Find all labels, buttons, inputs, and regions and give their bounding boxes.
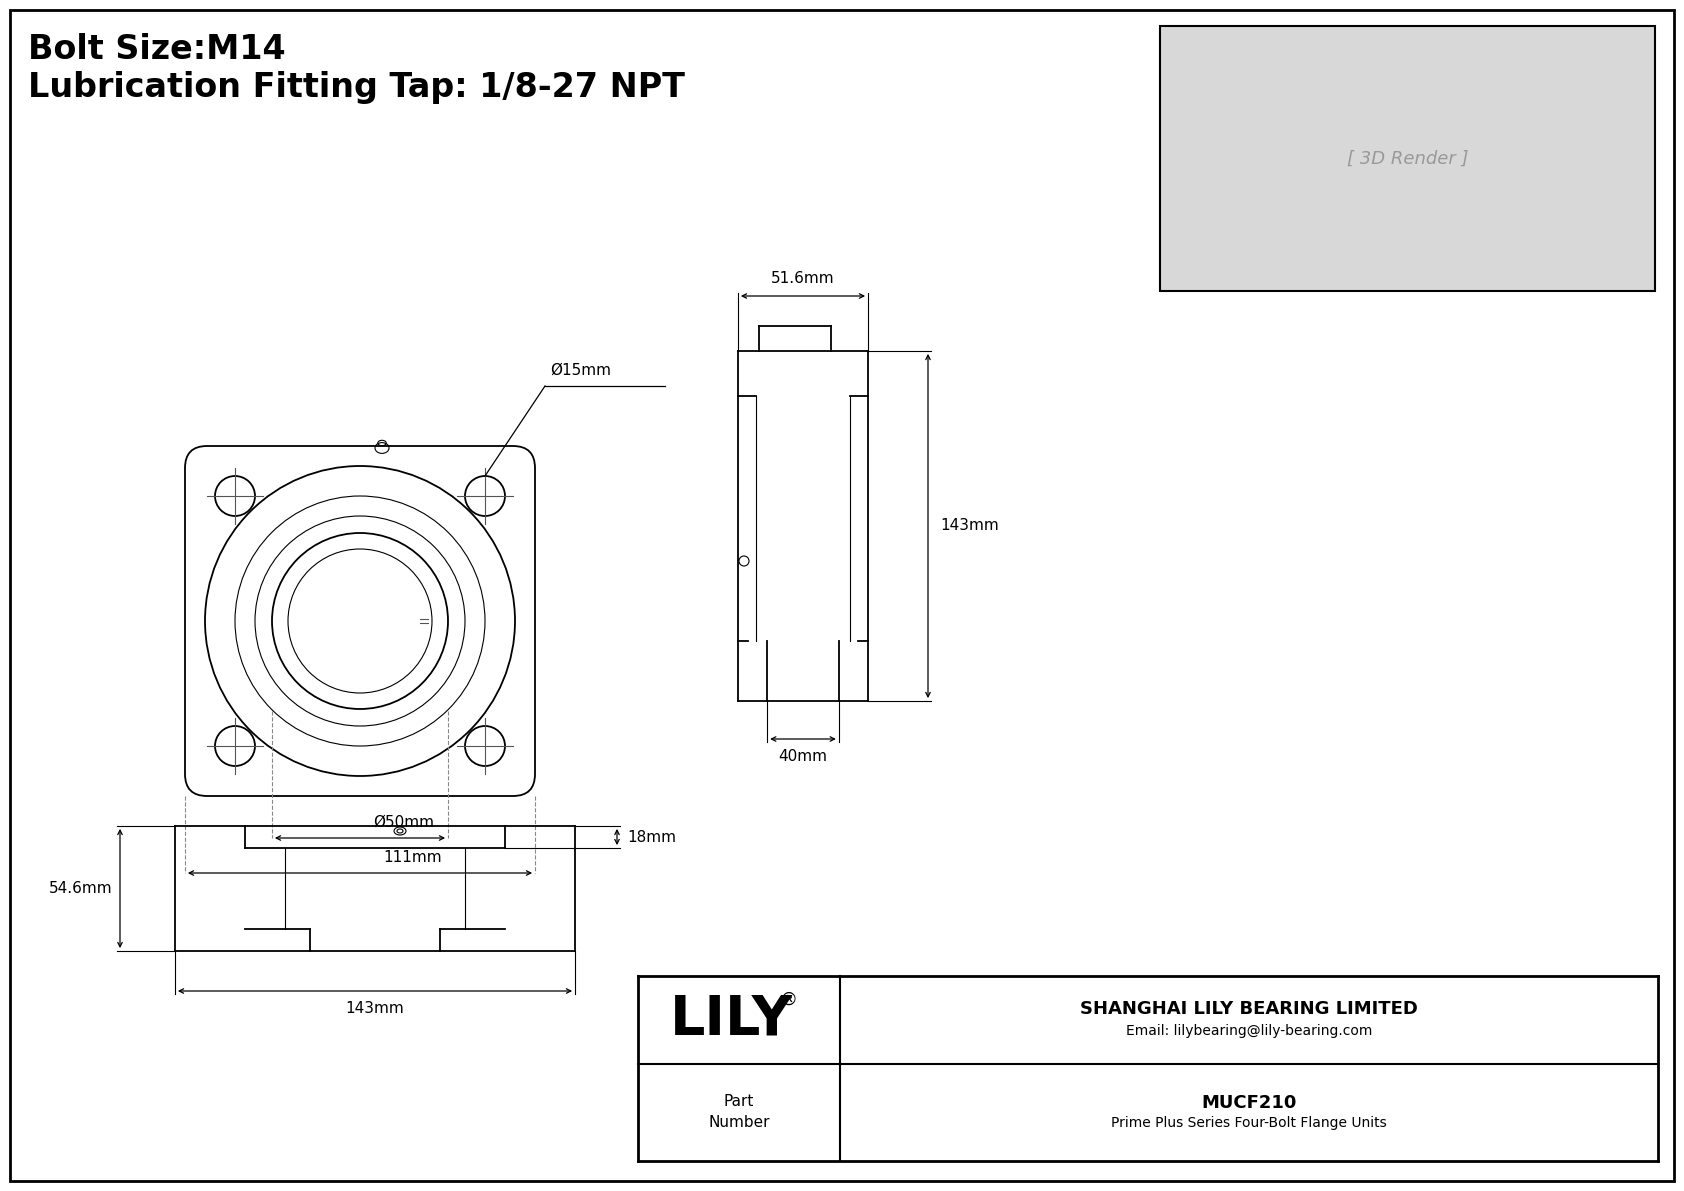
- Text: SHANGHAI LILY BEARING LIMITED: SHANGHAI LILY BEARING LIMITED: [1079, 999, 1418, 1018]
- Text: 143mm: 143mm: [940, 518, 999, 534]
- Text: 111mm: 111mm: [384, 850, 441, 865]
- Bar: [1160, 26, 1655, 291]
- Text: Part
Number: Part Number: [709, 1095, 770, 1130]
- Text: 18mm: 18mm: [626, 829, 675, 844]
- Text: 51.6mm: 51.6mm: [771, 272, 835, 286]
- Text: [ 3D Render ]: [ 3D Render ]: [1347, 150, 1468, 168]
- Text: 40mm: 40mm: [778, 749, 827, 763]
- Text: Prime Plus Series Four-Bolt Flange Units: Prime Plus Series Four-Bolt Flange Units: [1111, 1116, 1388, 1130]
- Text: LILY: LILY: [670, 993, 793, 1047]
- Text: 54.6mm: 54.6mm: [49, 881, 113, 896]
- Text: ®: ®: [780, 991, 797, 1009]
- Text: Ø15mm: Ø15mm: [551, 363, 611, 378]
- Text: MUCF210: MUCF210: [1201, 1095, 1297, 1112]
- Text: Bolt Size:M14: Bolt Size:M14: [29, 33, 286, 66]
- Text: Ø50mm: Ø50mm: [374, 815, 434, 830]
- Text: 143mm: 143mm: [345, 1000, 404, 1016]
- Text: Lubrication Fitting Tap: 1/8-27 NPT: Lubrication Fitting Tap: 1/8-27 NPT: [29, 71, 685, 104]
- Text: Email: lilybearing@lily-bearing.com: Email: lilybearing@lily-bearing.com: [1127, 1024, 1372, 1037]
